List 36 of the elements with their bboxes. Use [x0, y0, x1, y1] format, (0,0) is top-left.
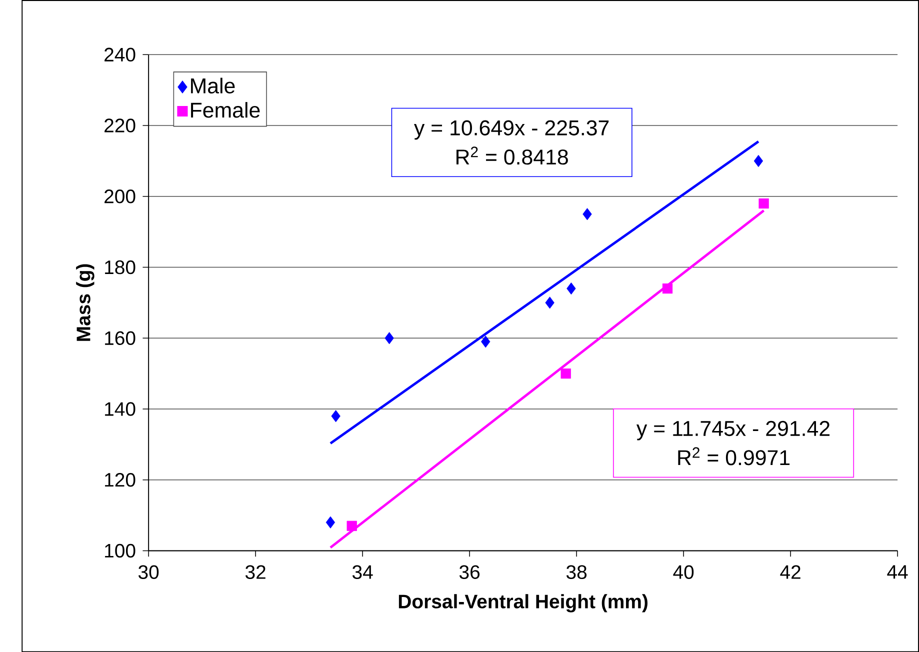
y-tick-label: 140	[105, 402, 136, 416]
x-tick-label: 30	[138, 565, 159, 579]
x-tick-label: 42	[780, 565, 800, 579]
x-tick-label: 38	[566, 565, 587, 579]
annotation: R$^{2}$ = 0.8418	[456, 146, 568, 165]
x-tick-label: 32	[245, 565, 266, 579]
annotation: y = 11.745x - 291.42	[636, 420, 830, 440]
point	[481, 335, 490, 348]
x-tick-label: 36	[459, 565, 480, 579]
x-axis-title: Dorsal-Ventral Height (mm)	[398, 594, 648, 612]
point	[758, 198, 769, 208]
x-tick-label: 44	[887, 565, 908, 578]
point	[566, 282, 576, 294]
legend-label: Female	[191, 102, 260, 118]
x-tick-label: 34	[352, 565, 373, 579]
y-axis-title: Mass (g)	[76, 264, 94, 341]
y-tick-label: 160	[105, 331, 136, 345]
point	[545, 296, 554, 309]
legend-label: Male	[191, 78, 235, 94]
y-tick-label: 120	[105, 472, 136, 487]
y-tick-label: 220	[104, 118, 136, 132]
point	[384, 332, 394, 344]
y-tick-label: 240	[104, 48, 136, 62]
annotation: R$^{2}$ = 0.9971	[678, 447, 790, 466]
point	[662, 283, 673, 294]
point	[582, 208, 592, 220]
y-tick-label: 200	[104, 189, 136, 204]
point	[754, 154, 764, 167]
point	[331, 410, 340, 422]
y-tick-label: 180	[105, 260, 136, 274]
point	[346, 520, 357, 531]
x-tick-label: 40	[673, 565, 694, 579]
y-tick-label: 100	[105, 544, 136, 558]
annotation: y = 10.649x - 225.37	[414, 120, 609, 140]
point	[560, 368, 571, 378]
point	[326, 516, 336, 528]
